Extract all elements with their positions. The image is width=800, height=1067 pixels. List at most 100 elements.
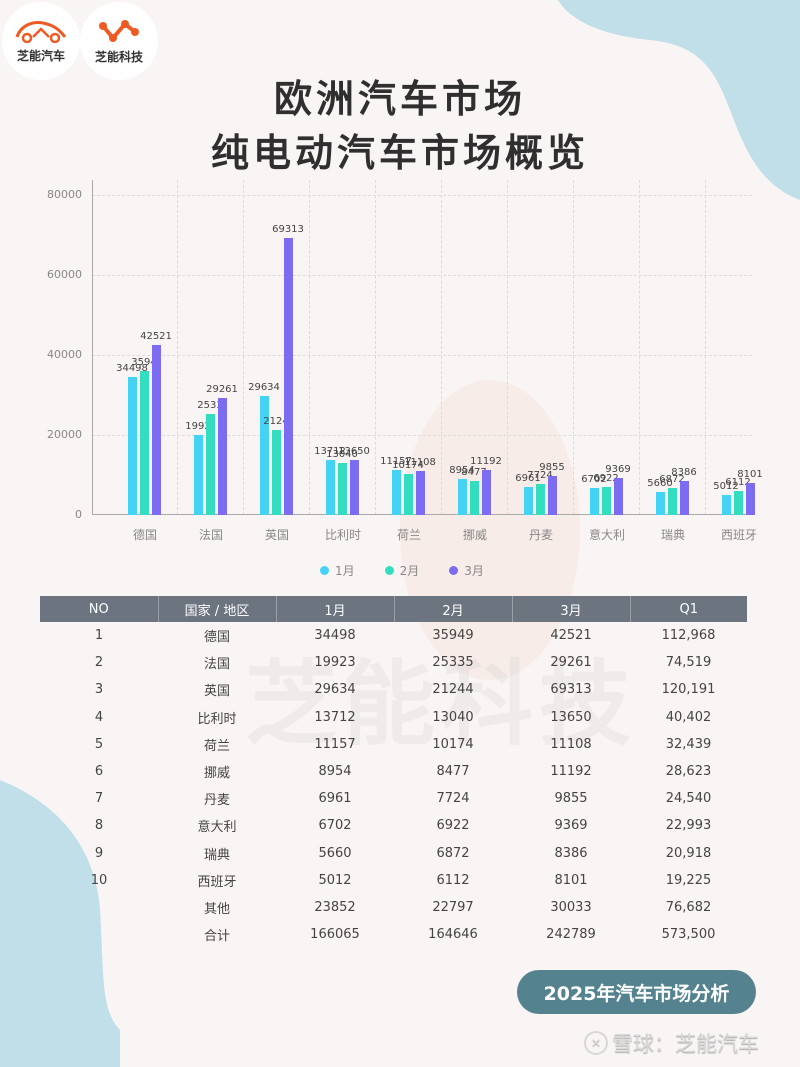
bar-feb[interactable]: [206, 413, 215, 515]
table-cell-mar: 11108: [550, 736, 592, 752]
table-cell-q1: 19,225: [665, 872, 712, 888]
bar-mar[interactable]: [218, 397, 227, 515]
bar-value-label: 29261: [206, 383, 238, 395]
column-header-no: NO: [40, 596, 159, 622]
table-cell-mar: 9855: [554, 791, 588, 807]
bar-feb[interactable]: [470, 481, 479, 515]
bar-value-label: 6872: [659, 473, 685, 485]
bar-feb[interactable]: [536, 484, 545, 515]
bar-value-label: 5660: [647, 478, 673, 490]
table-cell-mar: 8386: [554, 845, 588, 861]
bar-feb[interactable]: [338, 462, 347, 515]
bar-jan[interactable]: [458, 479, 467, 515]
table-cell-jan: 19923: [314, 655, 356, 671]
gridline: [507, 180, 508, 515]
table-cell-country: 西班牙: [197, 874, 237, 890]
bar-feb[interactable]: [404, 474, 413, 515]
table-row: 1 德国 34498 35949 42521 112,968: [40, 622, 747, 649]
bar-jan[interactable]: [260, 396, 269, 515]
bar-jan[interactable]: [656, 492, 665, 515]
table-cell-jan: 5660: [318, 845, 352, 861]
bar-value-label: 7724: [527, 470, 553, 482]
legend-item-mar[interactable]: 3月: [449, 562, 484, 579]
bar-jan[interactable]: [194, 435, 203, 515]
table-cell-mar: 29261: [550, 655, 592, 671]
bar-mar[interactable]: [482, 470, 491, 515]
bar-feb[interactable]: [602, 487, 611, 515]
y-tick-label: 40000: [47, 348, 82, 361]
bar-feb[interactable]: [272, 430, 281, 515]
bar-value-label: 9855: [539, 461, 565, 473]
legend-item-jan[interactable]: 1月: [320, 562, 355, 579]
bar-mar[interactable]: [350, 460, 359, 515]
watermark-circle: [400, 380, 580, 680]
table-header-row: NO 国家 / 地区 1月 2月 3月 Q1: [40, 596, 747, 622]
legend-item-feb[interactable]: 2月: [384, 562, 419, 579]
table-cell-mar: 13650: [550, 709, 592, 725]
gridline: [243, 180, 244, 515]
bar-jan[interactable]: [524, 487, 533, 515]
table-cell-q1: 20,918: [665, 845, 712, 861]
table-cell-q1: 40,402: [665, 709, 712, 725]
bar-jan[interactable]: [128, 377, 137, 515]
table-row: 6 挪威 8954 8477 11192 28,623: [40, 758, 747, 785]
table-cell-no: 7: [94, 791, 104, 807]
table-cell-feb: 6112: [436, 872, 470, 888]
table-cell-feb: 10174: [432, 736, 474, 752]
y-tick-label: 20000: [47, 428, 82, 441]
table-cell-jan: 6702: [318, 818, 352, 834]
bar-mar[interactable]: [614, 477, 623, 515]
bar-value-label: 2533: [197, 399, 223, 411]
bar-value-label: 1992: [185, 421, 211, 433]
table-cell-country: 比利时: [197, 711, 237, 727]
bar-value-label: 13650: [338, 446, 370, 458]
bar-jan[interactable]: [722, 494, 731, 515]
y-tick-label: 80000: [47, 188, 82, 201]
table-cell-q1: 24,540: [665, 791, 712, 807]
bar-value-label: 34498: [116, 363, 148, 374]
column-header-q1: Q1: [630, 596, 747, 622]
bar-mar[interactable]: [284, 237, 293, 515]
bar-value-label: 8477: [461, 467, 487, 479]
x-category-label: 法国: [198, 528, 223, 542]
decorative-blob-bottom-left: [0, 780, 120, 1067]
table-cell-no: 9: [94, 845, 104, 861]
legend-label: 3月: [464, 564, 484, 578]
bar-feb[interactable]: [734, 490, 743, 515]
bar-mar[interactable]: [746, 482, 755, 515]
bar-value-label: 6961: [515, 473, 541, 485]
bar-mar[interactable]: [416, 470, 425, 515]
table-cell-q1: 76,682: [665, 899, 712, 915]
table-cell-q1: 22,993: [665, 818, 712, 834]
x-category-label: 意大利: [588, 528, 625, 542]
bar-value-label: 6922: [593, 473, 619, 485]
bar-value-label: 8386: [671, 467, 697, 479]
y-tick-label: 0: [75, 508, 82, 521]
bar-value-label: 13040: [326, 448, 358, 460]
table-row: 8 意大利 6702 6922 9369 22,993: [40, 812, 747, 839]
bar-mar[interactable]: [680, 481, 689, 515]
gridline: [309, 180, 310, 515]
decorative-blob-top-right: [558, 0, 800, 200]
table-cell-q1: 28,623: [665, 764, 712, 780]
table-cell-feb: 6922: [436, 818, 470, 834]
gridline: [92, 355, 752, 356]
table-cell-country: 瑞典: [203, 847, 230, 863]
table-row: 2 法国 19923 25335 29261 74,519: [40, 649, 747, 676]
table-cell-jan: 11157: [314, 736, 356, 752]
bar-feb[interactable]: [668, 487, 677, 515]
gridline: [375, 180, 376, 515]
bar-mar[interactable]: [152, 344, 161, 515]
x-category-label: 荷兰: [396, 528, 421, 542]
bar-mar[interactable]: [548, 475, 557, 515]
bar-jan[interactable]: [590, 488, 599, 515]
bar-jan[interactable]: [392, 470, 401, 515]
bar-value-label: 10174: [392, 460, 424, 472]
bar-chart: 80000 60000 40000 20000 0 34498 3594 42521…: [0, 180, 800, 580]
bar-value-label: 5012: [713, 480, 739, 492]
bar-jan[interactable]: [326, 460, 335, 515]
table-cell-feb: 164646: [428, 927, 478, 943]
bar-feb[interactable]: [140, 371, 149, 515]
gridline: [705, 180, 706, 515]
table-cell-mar: 8101: [554, 872, 588, 888]
